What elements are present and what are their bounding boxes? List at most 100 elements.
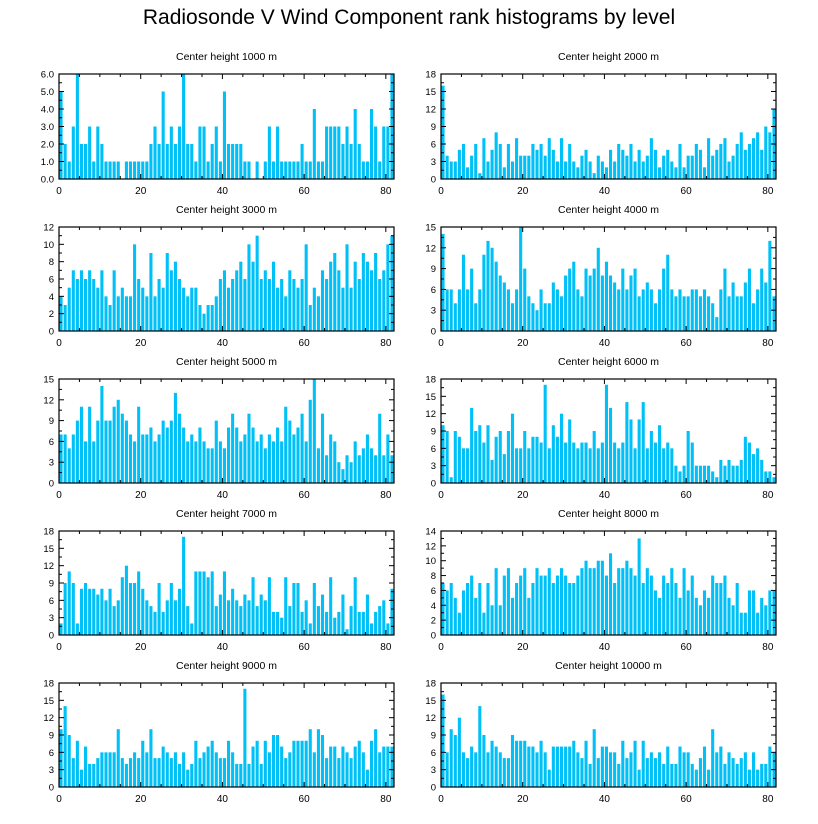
histogram-bar: [739, 132, 743, 179]
y-tick-label: 4.0: [41, 105, 54, 116]
histogram-bar: [613, 583, 617, 635]
histogram-bar: [559, 746, 564, 787]
histogram-bar: [649, 752, 653, 787]
histogram-bar: [349, 462, 353, 483]
histogram-bar: [723, 575, 727, 635]
histogram-bar: [227, 287, 231, 331]
histogram-bar: [527, 746, 531, 787]
histogram-bar: [255, 161, 259, 179]
histogram-bar: [539, 144, 543, 179]
histogram-bar: [772, 296, 776, 331]
histogram-bar: [682, 568, 686, 635]
histogram-bar: [641, 289, 645, 331]
histogram-bar: [300, 413, 304, 483]
histogram-bar: [124, 161, 128, 179]
histogram-bar: [645, 568, 649, 635]
histogram-bar: [466, 758, 470, 787]
histogram-bar: [304, 161, 308, 179]
histogram-bar: [263, 600, 267, 635]
histogram-bar: [120, 758, 124, 787]
histogram-bar: [308, 729, 312, 787]
histogram-bar: [588, 275, 592, 331]
histogram-bar: [711, 729, 715, 787]
histogram-bar: [531, 583, 535, 635]
histogram-bar: [539, 442, 543, 483]
histogram-bar: [478, 583, 482, 635]
histogram-bar: [702, 465, 707, 483]
histogram-bar: [361, 253, 365, 331]
histogram-bar: [88, 126, 92, 179]
x-tick-label: 80: [762, 642, 774, 653]
histogram-bar: [739, 459, 743, 483]
histogram-bar: [79, 270, 84, 331]
histogram-bar: [153, 296, 157, 331]
y-tick-label: 12: [43, 713, 54, 724]
histogram-bar: [390, 235, 394, 331]
histogram-bar: [263, 740, 267, 787]
y-tick-label: 9: [431, 264, 436, 275]
histogram-bar: [617, 763, 621, 787]
y-tick-label: 8: [431, 571, 436, 582]
histogram-bar: [378, 279, 382, 331]
histogram-bar: [345, 244, 349, 331]
histogram-bar: [666, 149, 670, 179]
histogram-bar: [165, 600, 169, 635]
histogram-bar: [329, 434, 333, 483]
histogram-bar: [304, 740, 308, 787]
histogram-bar: [670, 763, 674, 787]
histogram-bar: [100, 752, 104, 787]
histogram-bar: [637, 419, 641, 483]
histogram-bar: [617, 448, 621, 483]
histogram-bar: [441, 694, 445, 787]
histogram-bar: [100, 588, 104, 635]
histogram-bar: [378, 752, 382, 787]
histogram-bar: [292, 161, 296, 179]
histogram-bar: [271, 261, 276, 331]
y-tick-label: 14: [425, 527, 436, 538]
histogram-bar: [300, 611, 304, 635]
histogram-bar: [320, 594, 325, 635]
histogram-bar: [551, 425, 555, 483]
histogram-bar: [678, 746, 682, 787]
y-tick-label: 6: [49, 596, 54, 607]
histogram-bar: [210, 740, 214, 787]
histogram-bar: [760, 268, 764, 331]
histogram-bar: [276, 611, 280, 635]
histogram-bar: [592, 568, 596, 635]
histogram-panel: Center height 8000 m 0 20 40 60 80 0 2 4 6 8 10 12 14: [425, 508, 777, 653]
histogram-bar: [637, 296, 641, 331]
histogram-bar: [284, 577, 288, 635]
y-tick-label: 18: [425, 375, 436, 386]
histogram-bar: [312, 287, 316, 331]
histogram-bar: [510, 597, 515, 635]
histogram-bar: [527, 296, 531, 331]
histogram-bar: [227, 427, 231, 483]
histogram-bar: [198, 305, 202, 331]
histogram-bar: [719, 459, 723, 483]
histogram-bar: [227, 144, 231, 179]
histogram-bar: [723, 138, 727, 179]
histogram-bar: [190, 434, 194, 483]
histogram-bar: [564, 161, 568, 179]
x-tick-label: 60: [299, 642, 311, 653]
histogram-bar: [568, 144, 572, 179]
y-tick-label: 3: [49, 458, 54, 469]
histogram-bar: [707, 296, 711, 331]
y-tick-label: 0: [49, 327, 54, 338]
histogram-bar: [194, 571, 198, 635]
histogram-bar: [502, 167, 506, 179]
histogram-bar: [633, 268, 637, 331]
histogram-bar: [474, 431, 478, 483]
histogram-bar: [686, 590, 690, 635]
histogram-bar: [768, 471, 772, 483]
histogram-bar: [353, 109, 357, 179]
histogram-bar: [288, 606, 292, 635]
y-tick-label: 18: [425, 70, 436, 81]
histogram-bar: [71, 758, 75, 787]
histogram-bar: [584, 740, 588, 787]
histogram-bar: [353, 577, 357, 635]
histogram-bar: [345, 455, 349, 483]
histogram-bar: [79, 588, 84, 635]
histogram-bar: [71, 270, 75, 331]
histogram-bar: [596, 247, 600, 331]
